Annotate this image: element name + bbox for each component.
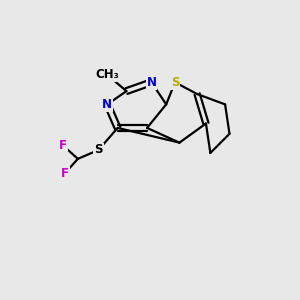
Text: CH₃: CH₃ [95, 68, 119, 81]
Text: S: S [94, 143, 103, 157]
Text: N: N [146, 76, 157, 89]
Text: S: S [171, 76, 179, 89]
Text: F: F [59, 139, 67, 152]
Text: N: N [102, 98, 112, 111]
Text: F: F [61, 167, 69, 180]
